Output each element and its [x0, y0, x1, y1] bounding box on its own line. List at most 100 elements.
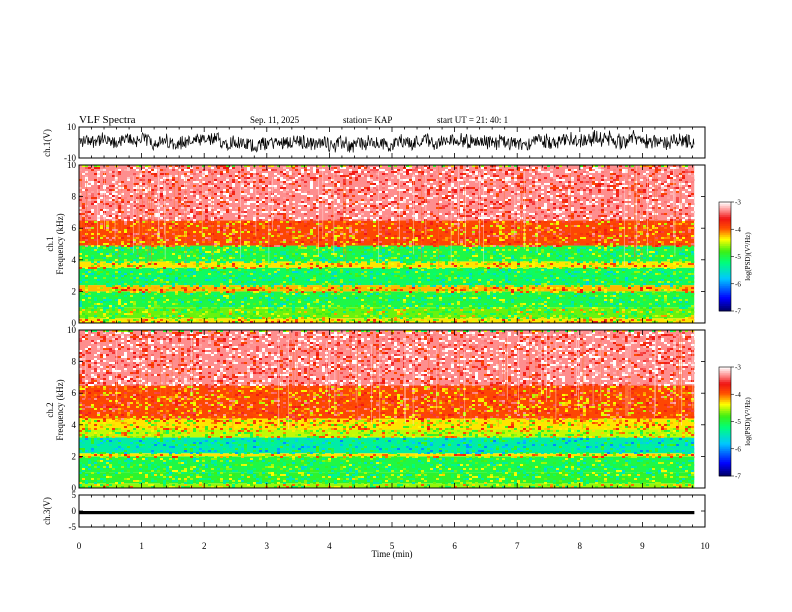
ch1-spectrogram-cell	[592, 201, 595, 203]
ch1-spectrogram-cell	[112, 211, 115, 213]
ch1-spectrogram-cell	[175, 235, 178, 237]
ch1-spectrogram-cell	[676, 187, 679, 189]
ch1-spectrogram-cell	[247, 231, 250, 233]
ch1-spectrogram-cell	[643, 223, 646, 225]
ch1-spectrogram-cell	[556, 253, 559, 255]
ch1-spectrogram-cell	[301, 261, 304, 263]
ch1-spectrogram-cell	[544, 239, 547, 241]
ch1-spectrogram-cell	[364, 175, 367, 177]
ch1-spectrogram-cell	[304, 233, 307, 235]
ch1-spectrogram-cell	[400, 257, 403, 259]
ch1-spectrogram-cell	[682, 183, 685, 185]
ch1-spectrogram-cell	[226, 235, 229, 237]
ch1-spectrogram-cell	[469, 247, 472, 249]
ch1-spectrogram-cell	[382, 235, 385, 237]
ch1-spectrogram-cell	[667, 197, 670, 199]
ch1-spectrogram-cell	[568, 215, 571, 217]
ch1-spectrogram-cell	[343, 245, 346, 247]
ch1-spectrogram-cell	[382, 227, 385, 229]
ch1-spectrogram-cell	[553, 189, 556, 191]
ch1-spectrogram-cell	[301, 201, 304, 203]
ch1-spectrogram-cell	[514, 179, 517, 181]
ch1-spectrogram-cell	[232, 229, 235, 231]
ch1-spectrogram-cell	[568, 273, 571, 275]
ch1-spectrogram-cell	[223, 201, 226, 203]
ch1-spectrogram-cell	[478, 247, 481, 249]
ch1-spectrogram-cell	[118, 183, 121, 185]
ch1-spectrogram-cell	[199, 221, 202, 223]
ch1-spectrogram-cell	[451, 207, 454, 209]
ch1-spectrogram-cell	[358, 201, 361, 203]
ch1-spectrogram-cell	[454, 167, 457, 169]
ch1-spectrogram-cell	[592, 171, 595, 173]
ch1-spectrogram-cell	[562, 215, 565, 217]
ch1-spectrogram-cell	[358, 265, 361, 267]
ch1-spectrogram-cell	[202, 267, 205, 269]
ch1-spectrogram-cell	[172, 223, 175, 225]
ch1-spectrogram-cell	[622, 247, 625, 249]
ch1-spectrogram-cell	[487, 183, 490, 185]
ch1-spectrogram-cell	[427, 211, 430, 213]
ch1-spectrogram-cell	[97, 171, 100, 173]
ch1-spectrogram-cell	[259, 247, 262, 249]
ch1-spectrogram-cell	[289, 217, 292, 219]
ch1-spectrogram-cell	[544, 231, 547, 233]
ch1-spectrogram-cell	[208, 181, 211, 183]
ch1-spectrogram-cell	[337, 245, 340, 247]
ch1-spectrogram-cell	[544, 207, 547, 209]
ch1-spectrogram-cell	[487, 191, 490, 193]
ch1-spectrogram-cell	[334, 191, 337, 193]
ch1-spectrogram-cell	[385, 231, 388, 233]
ch1-spectrogram-cell	[652, 173, 655, 175]
ch1-spectrogram-cell	[199, 211, 202, 213]
ch1-spectrogram-cell	[151, 213, 154, 215]
ch1-spectrogram-cell	[124, 253, 127, 255]
ch1-spectrogram-cell	[166, 183, 169, 185]
ch1-spectrogram-cell	[94, 259, 97, 261]
ch1-spectrogram-cell	[379, 243, 382, 245]
ch1-spectrogram-cell	[643, 215, 646, 217]
ch1-spectrogram-cell	[415, 217, 418, 219]
ch1-spectrogram-cell	[598, 233, 601, 235]
ch1-spectrogram-cell	[637, 211, 640, 213]
ch1-spectrogram-cell	[571, 247, 574, 249]
ch1-spectrogram-cell	[391, 273, 394, 275]
ch1-spectrogram-cell	[595, 221, 598, 223]
ch1-spectrogram-cell	[421, 249, 424, 251]
ch1-spectrogram-band	[79, 318, 695, 323]
ch1-spectrogram-cell	[598, 209, 601, 211]
ch1-spectrogram-cell	[112, 235, 115, 237]
ch1-spectrogram-cell	[685, 165, 688, 167]
ch1-spectrogram-cell	[232, 259, 235, 261]
ch1-spectrogram-cell	[208, 237, 211, 239]
ch1-spectrogram-cell	[292, 189, 295, 191]
ch1-spectrogram-cell	[199, 205, 202, 207]
ch1-spectrogram-cell	[319, 251, 322, 253]
ch1-spectrogram-cell	[178, 189, 181, 191]
ch1-spectrogram-cell	[121, 241, 124, 243]
ch1-spectrogram-cell	[91, 197, 94, 199]
ch1-spectrogram-cell	[604, 205, 607, 207]
ch1-spectrogram-cell	[589, 199, 592, 201]
ch1-spectrogram-cell	[379, 201, 382, 203]
ch1-spectrogram-cell	[118, 169, 121, 171]
ch1-spectrogram-cell	[541, 191, 544, 193]
ch1-spectrogram-cell	[172, 263, 175, 265]
ch1-spectrogram-cell	[649, 205, 652, 207]
ch1-spectrogram-cell	[355, 215, 358, 217]
ch1-spectrogram-cell	[100, 249, 103, 251]
ch1-spectrogram-cell	[430, 191, 433, 193]
ch1-spectrogram-cell	[472, 171, 475, 173]
ch1-spectrogram-cell	[268, 251, 271, 253]
ch1-spectrogram-cell	[658, 217, 661, 219]
ch1-spectrogram-cell	[358, 165, 361, 167]
ch1-spectrogram-cell	[649, 209, 652, 211]
ch1-spectrogram-cell	[496, 259, 499, 261]
ch1-spectrogram-cell	[448, 251, 451, 253]
ch1-spectrogram-cell	[364, 255, 367, 257]
ch1-spectrogram-cell	[292, 255, 295, 257]
ch1-spectrogram-cell	[253, 229, 256, 231]
ch1-spectrogram-cell	[205, 173, 208, 175]
ch1-spectrogram-cell	[445, 215, 448, 217]
ch1-spectrogram-cell	[586, 225, 589, 227]
